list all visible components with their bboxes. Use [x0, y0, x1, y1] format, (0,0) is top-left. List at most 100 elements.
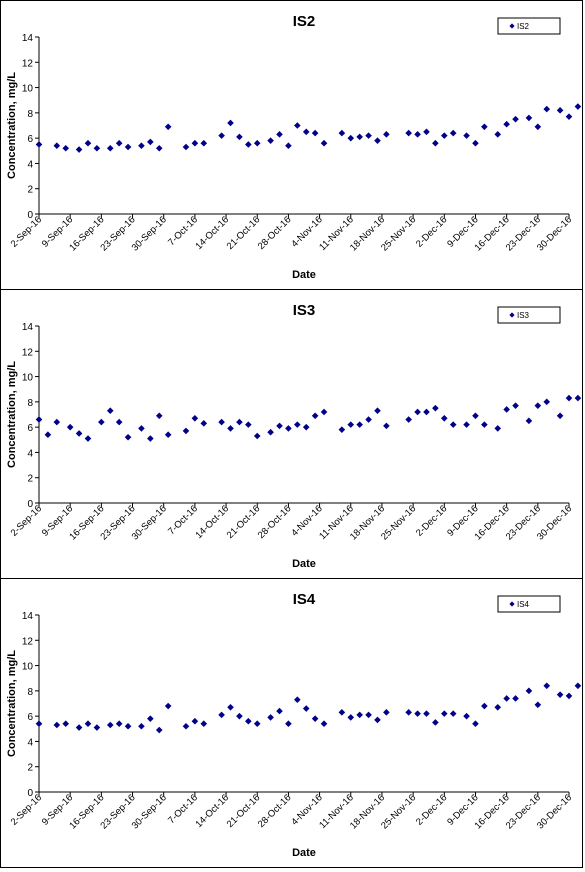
data-point	[276, 707, 283, 715]
y-tick-label: 14	[22, 611, 34, 622]
y-tick-label: 4	[27, 737, 33, 748]
data-point	[556, 107, 564, 114]
data-point	[267, 714, 274, 721]
data-point	[481, 702, 488, 710]
data-point	[423, 128, 430, 136]
data-point	[338, 426, 346, 433]
chart-title: IS4	[293, 591, 316, 608]
x-tick-label: 28-Oct-16	[256, 214, 294, 252]
data-point	[440, 710, 448, 717]
data-point	[503, 695, 510, 702]
legend-box	[497, 17, 561, 35]
data-point	[449, 421, 457, 428]
x-tick-label: 2-Dec-16	[414, 792, 449, 827]
data-point	[374, 137, 381, 144]
data-point	[374, 407, 381, 415]
data-point	[285, 720, 292, 728]
data-point	[124, 433, 132, 441]
data-point	[93, 724, 101, 731]
data-point	[472, 139, 479, 147]
data-point	[338, 709, 346, 716]
data-point	[463, 421, 470, 428]
data-point	[138, 142, 145, 150]
data-point	[106, 721, 114, 729]
data-point	[525, 687, 533, 695]
y-tick-label: 12	[22, 636, 34, 647]
chart-svg-is3: IS3 Concentration, mg/L Date 0 2 4 6 8 10 12 14 2-S…	[6, 302, 582, 570]
data-point	[66, 423, 74, 431]
data-point	[182, 143, 190, 151]
data-point	[138, 425, 145, 432]
x-axis-label: Date	[292, 847, 316, 859]
y-tick-label: 6	[27, 134, 33, 145]
data-point	[512, 695, 519, 702]
data-point	[124, 143, 132, 151]
data-point	[423, 710, 430, 717]
data-point	[227, 425, 234, 432]
data-point	[556, 412, 564, 420]
data-point	[574, 682, 582, 690]
data-point	[543, 682, 551, 690]
data-point	[356, 711, 363, 719]
data-point	[62, 144, 70, 152]
data-point	[405, 129, 412, 137]
data-point	[62, 720, 70, 728]
data-point	[147, 435, 154, 442]
data-point	[494, 131, 502, 138]
data-point	[200, 720, 208, 728]
data-point	[494, 703, 502, 711]
legend-marker	[509, 601, 515, 607]
data-point	[356, 421, 363, 428]
data-point	[267, 137, 274, 144]
data-point	[53, 721, 61, 729]
data-point	[236, 418, 243, 426]
legend-label: IS4	[517, 600, 530, 609]
y-tick-label: 2	[27, 763, 33, 774]
legend-label: IS2	[517, 22, 530, 31]
data-point	[556, 691, 564, 698]
data-point	[383, 422, 390, 430]
data-point	[147, 715, 154, 722]
data-point	[106, 144, 114, 152]
x-axis-label: Date	[292, 558, 316, 570]
x-axis-label: Date	[292, 269, 316, 281]
data-point	[253, 720, 261, 728]
data-point	[191, 717, 199, 725]
data-point	[365, 711, 372, 719]
data-point	[155, 144, 163, 152]
data-point	[525, 114, 533, 122]
data-point	[440, 414, 448, 422]
data-point	[414, 710, 421, 717]
chart-panel-is4: IS4 Concentration, mg/L Date 0 2 4 6 8 10 12 14 2-S…	[0, 578, 583, 868]
data-point	[245, 421, 252, 428]
y-tick-label: 14	[22, 33, 34, 44]
y-tick-label: 2	[27, 474, 33, 485]
data-point	[147, 138, 154, 146]
data-point	[423, 408, 430, 416]
data-point	[164, 123, 172, 131]
data-point	[245, 141, 252, 148]
data-point	[182, 722, 190, 730]
data-point	[115, 139, 123, 147]
data-point	[294, 696, 301, 704]
data-point	[115, 418, 123, 426]
data-point	[494, 425, 502, 432]
data-point	[414, 408, 421, 416]
y-tick-label: 2	[27, 185, 33, 196]
data-point	[440, 132, 448, 139]
x-tick-label: 28-Oct-16	[256, 503, 294, 541]
data-point	[472, 412, 479, 420]
data-point	[218, 418, 225, 426]
legend-box	[497, 306, 561, 324]
data-point	[245, 717, 252, 725]
data-point	[512, 115, 519, 123]
data-point	[365, 132, 372, 139]
y-tick-label: 10	[22, 662, 34, 673]
data-point	[182, 427, 190, 435]
data-point	[302, 705, 310, 712]
data-point	[481, 421, 488, 428]
data-point	[432, 404, 439, 412]
x-tick-label: 2-Dec-16	[414, 214, 449, 249]
data-point	[53, 418, 61, 426]
data-point	[574, 394, 582, 402]
